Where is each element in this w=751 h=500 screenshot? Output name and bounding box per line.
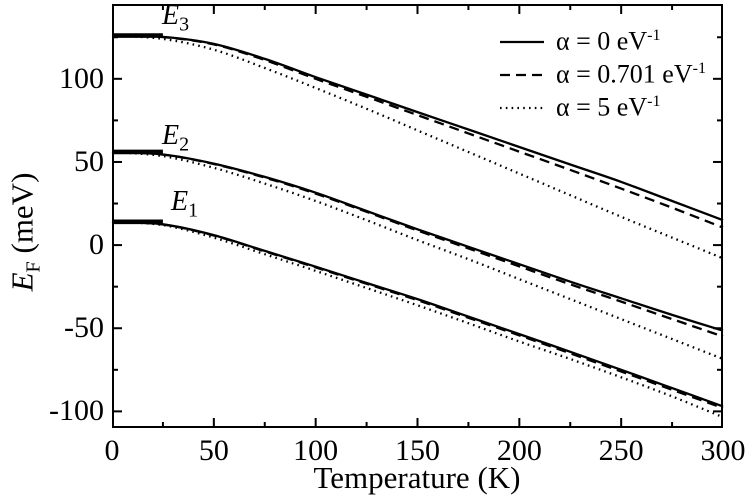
x-axis-title: Temperature (K) [313,460,521,495]
level-subscript: 1 [188,199,199,222]
legend-label-text: α = 0 eV [556,26,648,56]
dashed-line-icon [500,73,544,76]
level-symbol: E [162,0,180,31]
series-curve-E2-solid [111,150,724,332]
level-symbol: E [171,186,189,217]
series-curve-E2-dashed [111,150,724,338]
level-subscript: 2 [179,133,190,156]
y-axis-symbol-subscript: F [22,261,45,273]
solid-line-icon [500,40,544,43]
legend-label-sup: -1 [647,27,661,45]
y-tick-label: 50 [74,144,104,178]
legend-item-alpha-0: α = 0 eV-1 [499,25,706,58]
series-curve-E1-dotted [111,220,724,419]
level-label-e3: E3 [162,2,189,35]
legend-label: α = 0 eV-1 [556,28,661,55]
x-tick-label: 0 [104,434,120,467]
series-curve-E1-solid [111,220,724,408]
legend-label-sup: -1 [647,93,661,111]
y-tick-label: -50 [64,311,104,345]
legend-label: α = 0.701 eV-1 [556,61,706,88]
series-curve-E3-dashed [111,34,724,229]
level-subscript: 3 [179,13,190,36]
x-tick-label: 300 [700,434,746,467]
level-symbol: E [162,120,180,151]
x-tick-label: 50 [198,434,229,467]
legend-label: α = 5 eV-1 [556,94,661,121]
legend-item-alpha-0701: α = 0.701 eV-1 [499,58,706,91]
legend-label-text: α = 0.701 eV [556,59,693,89]
y-axis-symbol: E [4,272,40,292]
x-tick-label: 100 [293,434,339,467]
y-tick-label: 0 [89,228,104,262]
legend-item-alpha-5: α = 5 eV-1 [499,91,706,124]
y-tick-label: 100 [59,61,104,95]
legend-label-sup: -1 [692,60,707,78]
x-tick-label: 200 [496,434,542,467]
x-tick-label: 150 [395,434,440,467]
level-label-e1: E1 [171,188,198,221]
legend: α = 0 eV-1 α = 0.701 eV-1 α = 5 eV-1 [499,25,706,124]
legend-label-text: α = 5 eV [556,92,648,122]
level-label-e2: E2 [162,122,189,155]
dotted-line-icon [500,106,544,109]
x-tick-label: 250 [598,434,644,467]
series-curve-E1-dashed [111,220,724,410]
y-tick-label: -100 [49,394,104,428]
series-curve-E2-dotted [111,150,724,361]
